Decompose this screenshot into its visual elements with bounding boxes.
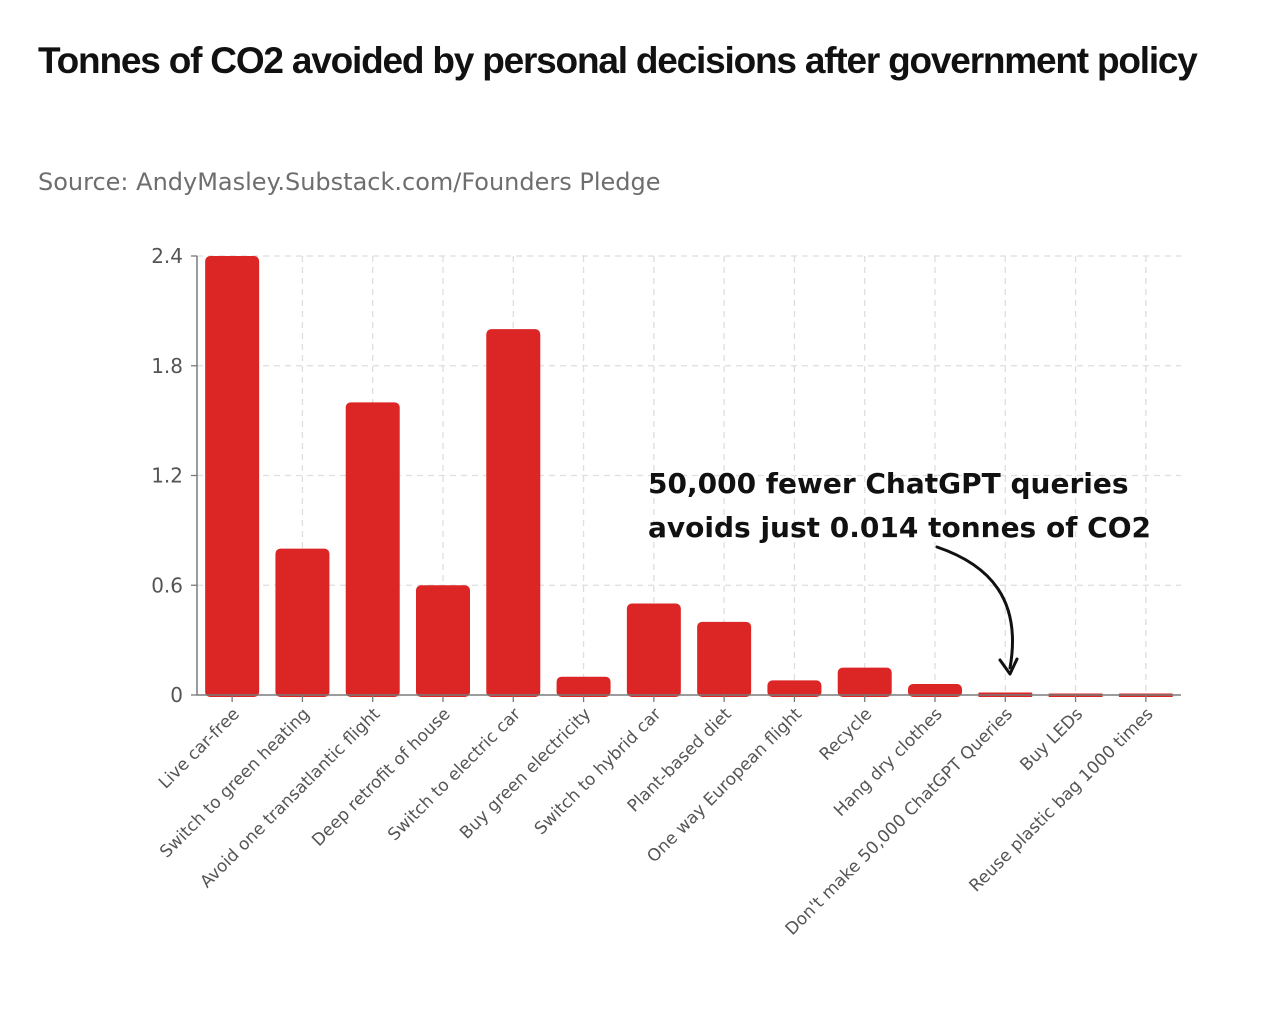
bar (275, 548, 330, 697)
annotation-arrow (935, 545, 1015, 670)
bar (345, 402, 400, 697)
y-tick-label: 0.6 (151, 573, 183, 597)
chart-title: Tonnes of CO2 avoided by personal decisi… (38, 40, 1198, 81)
x-category-label: Recycle (816, 704, 876, 764)
bars (205, 256, 1173, 697)
bar (908, 684, 962, 697)
bar (767, 680, 822, 697)
x-category-label: Deep retrofit of house (308, 704, 454, 850)
x-category-label: Buy green electricity (456, 704, 595, 843)
annotation-line-1: 50,000 fewer ChatGPT queries (648, 467, 1129, 500)
bar (837, 667, 892, 697)
chart-source: Source: AndyMasley.Substack.com/Founders… (38, 168, 661, 196)
x-category-label: Buy LEDs (1016, 704, 1087, 775)
x-category-label: Switch to electric car (384, 704, 525, 845)
bar (486, 329, 541, 697)
bar (556, 676, 611, 697)
annotation: 50,000 fewer ChatGPT queries avoids just… (648, 467, 1151, 676)
bar (416, 585, 470, 697)
bar (626, 603, 681, 697)
x-category-label: Switch to hybrid car (531, 704, 666, 839)
bar (205, 256, 260, 697)
y-tick-label: 1.8 (151, 354, 183, 378)
y-tick-label: 1.2 (151, 464, 183, 488)
annotation-line-2: avoids just 0.014 tonnes of CO2 (648, 511, 1151, 544)
y-tick-label: 2.4 (151, 244, 183, 268)
annotation-arrowhead (998, 657, 1019, 676)
y-tick-label: 0 (170, 683, 183, 707)
bar (697, 621, 752, 697)
